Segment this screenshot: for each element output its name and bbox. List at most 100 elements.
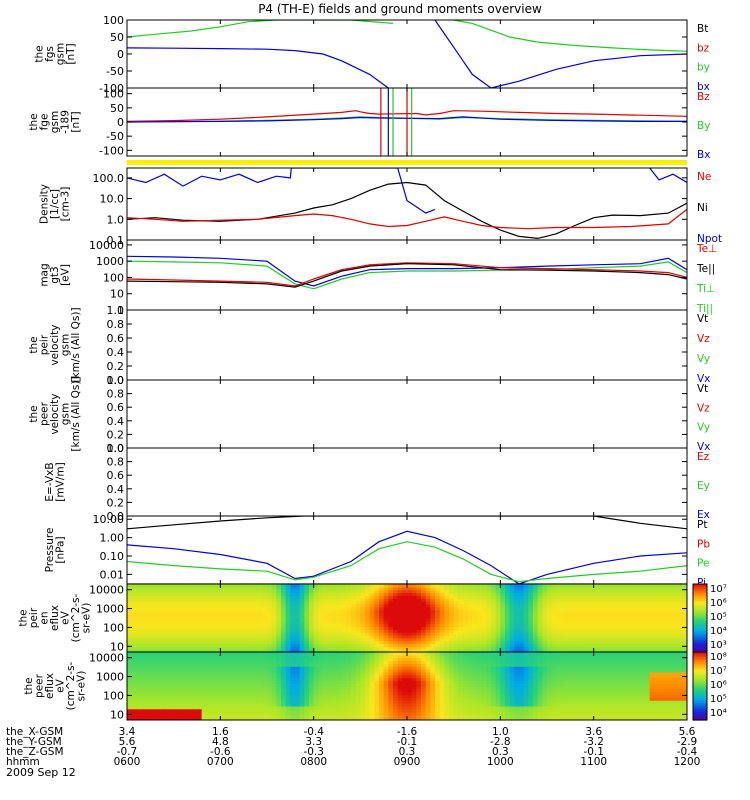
spectrogram-cell <box>579 637 585 642</box>
spectrogram-cell <box>309 612 315 616</box>
spectrogram-cell <box>267 606 273 611</box>
spectrogram-cell <box>164 632 170 636</box>
spectrogram-cell <box>453 595 459 599</box>
spectrogram-cell <box>388 646 394 650</box>
spectrogram-cell <box>183 666 189 670</box>
spectrogram-cell <box>257 649 263 652</box>
spectrogram-cell <box>127 635 133 639</box>
spectrogram-cell <box>197 708 203 713</box>
spectrogram-cell <box>299 612 305 616</box>
spectrogram-cell <box>677 598 683 602</box>
spectrogram-cell <box>379 663 385 667</box>
spectrogram-cell <box>295 592 301 596</box>
spectrogram-cell <box>528 649 534 652</box>
spectrogram-cell <box>164 700 170 704</box>
spectrogram-cell <box>197 606 203 611</box>
spectrogram-cell <box>397 586 403 591</box>
spectrogram-cell <box>169 640 175 645</box>
spectrogram-cell <box>290 612 296 616</box>
spectrogram-cell <box>131 717 137 720</box>
spectrogram-cell <box>383 683 389 687</box>
spectrogram-cell <box>197 584 203 588</box>
spectrogram-cell <box>183 686 189 690</box>
spectrogram-cell <box>579 618 585 622</box>
spectrogram-cell <box>593 649 599 652</box>
spectrogram-cell <box>584 649 590 652</box>
spectrogram-cell <box>299 643 305 647</box>
spectrogram-cell <box>159 688 165 693</box>
spectrogram-cell <box>407 618 413 622</box>
spectrogram-cell <box>257 632 263 636</box>
spectrogram-cell <box>164 649 170 652</box>
spectrogram-cell <box>355 620 361 625</box>
y-tick-label: 0.6 <box>107 332 125 345</box>
spectrogram-cell <box>635 601 641 605</box>
spectrogram-cell <box>127 595 133 599</box>
spectrogram-cell <box>355 629 361 633</box>
spectrogram-cell <box>425 620 431 625</box>
spectrogram-cell <box>323 674 329 679</box>
spectrogram-cell <box>318 708 324 713</box>
spectrogram-cell <box>318 615 324 619</box>
spectrogram-cell <box>131 660 137 664</box>
spectrogram-cell <box>421 686 427 690</box>
spectrogram-cell <box>425 603 431 608</box>
spectrogram-cell <box>234 669 240 673</box>
spectrogram-cell <box>570 626 576 630</box>
spectrogram-cell <box>612 637 618 642</box>
spectrogram-cell <box>164 595 170 599</box>
spectrogram-cell <box>304 663 310 667</box>
spectrogram-cell <box>229 674 235 679</box>
spectrogram-cell <box>192 683 198 687</box>
spectrogram-cell <box>173 686 179 690</box>
spectrogram-cell <box>169 705 175 710</box>
spectrogram-cell <box>584 595 590 599</box>
spectrogram-cell <box>523 589 529 594</box>
spectrogram-cell <box>253 663 259 667</box>
spectrogram-cell <box>379 671 385 676</box>
spectrogram-cell <box>281 612 287 616</box>
spectrogram-cell <box>500 629 506 633</box>
spectrogram-cell <box>136 654 142 659</box>
spectrogram-cell <box>463 640 469 645</box>
y-tick-label: 50 <box>110 31 124 44</box>
spectrogram-cell <box>589 589 595 594</box>
spectrogram-cell <box>435 646 441 650</box>
spectrogram-cell <box>449 620 455 625</box>
spectrogram-cell <box>183 697 189 701</box>
spectrogram-cell <box>229 618 235 622</box>
spectrogram-cell <box>495 649 501 652</box>
spectrogram-cell <box>603 584 609 588</box>
spectrogram-cell <box>229 711 235 715</box>
spectrogram-cell <box>369 660 375 664</box>
spectrogram-cell <box>234 592 240 596</box>
spectrogram-cell <box>481 595 487 599</box>
spectrogram-cell <box>313 620 319 625</box>
spectrogram-cell <box>234 663 240 667</box>
spectrogram-cell <box>603 643 609 647</box>
spectrogram-cell <box>365 637 371 642</box>
spectrogram-cell <box>388 705 394 710</box>
spectrogram-cell <box>332 705 338 710</box>
spectrogram-cell <box>402 700 408 704</box>
series-line-bx <box>127 47 389 88</box>
spectrogram-cell <box>542 612 548 616</box>
spectrogram-cell <box>509 598 515 602</box>
spectrogram-cell <box>337 697 343 701</box>
spectrogram-cell <box>402 717 408 720</box>
y-tick-label: 0.2 <box>107 496 125 509</box>
spectrogram-cell <box>285 618 291 622</box>
spectrogram-cell <box>313 603 319 608</box>
spectrogram-cell <box>556 646 562 650</box>
spectrogram-cell <box>150 615 156 619</box>
spectrogram-cell <box>169 637 175 642</box>
spectrogram-cell <box>589 598 595 602</box>
spectrogram-cell <box>467 612 473 616</box>
spectrogram-cell <box>388 632 394 636</box>
spectrogram-cell <box>290 654 296 659</box>
spectrogram-cell <box>388 666 394 670</box>
spectrogram-cell <box>505 623 511 628</box>
spectrogram-cell <box>556 620 562 625</box>
spectrogram-cell <box>463 629 469 633</box>
